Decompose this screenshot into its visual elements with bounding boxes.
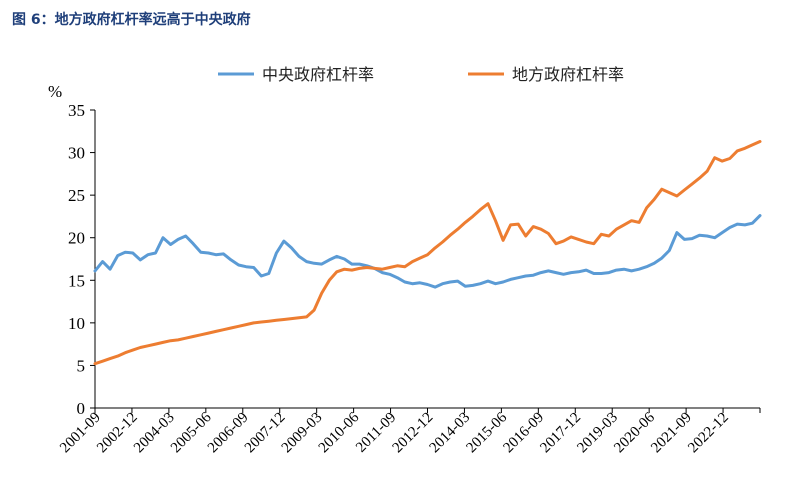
y-axis-unit-label: % (48, 82, 62, 101)
x-ticks: 2001-092002-122004-032005-062006-092007-… (57, 408, 761, 457)
legend-label: 地方政府杠杆率 (512, 65, 624, 84)
y-tick-label: 10 (68, 314, 85, 333)
legend: 中央政府杠杆率 地方政府杠杆率 (218, 65, 624, 84)
x-tick-label: 2010-06 (316, 409, 363, 456)
y-tick-label: 30 (68, 144, 85, 163)
x-tick-label: 2012-12 (390, 410, 437, 457)
y-tick-label: 15 (68, 271, 85, 290)
x-tick-label: 2016-09 (500, 410, 547, 457)
y-ticks: 0 5 10 15 20 25 30 35 (68, 101, 95, 418)
x-tick-label: 2017-12 (537, 410, 584, 457)
x-tick-label: 2021-09 (648, 410, 695, 457)
local-government-leverage-line (93, 140, 762, 366)
x-tick-label: 2009-03 (279, 410, 326, 457)
x-tick-label: 2019-03 (574, 410, 621, 457)
x-tick-label: 2014-03 (427, 410, 474, 457)
y-tick-label: 0 (77, 399, 86, 418)
legend-label: 中央政府杠杆率 (262, 65, 374, 84)
x-tick-label: 2002-12 (94, 410, 141, 457)
x-tick-label: 2006-09 (205, 410, 252, 457)
y-tick-label: 35 (68, 101, 85, 120)
y-tick-label: 20 (68, 229, 85, 248)
x-tick-label: 2007-12 (242, 410, 289, 457)
y-tick-label: 25 (68, 186, 85, 205)
central-government-leverage-line (93, 214, 762, 289)
figure-title: 图 6：地方政府杠杆率远高于中央政府 (12, 12, 251, 28)
x-tick-label: 2022-12 (685, 410, 732, 457)
y-tick-label: 5 (77, 356, 86, 375)
series-lines (93, 140, 762, 366)
x-tick-label: 2004-03 (131, 410, 178, 457)
